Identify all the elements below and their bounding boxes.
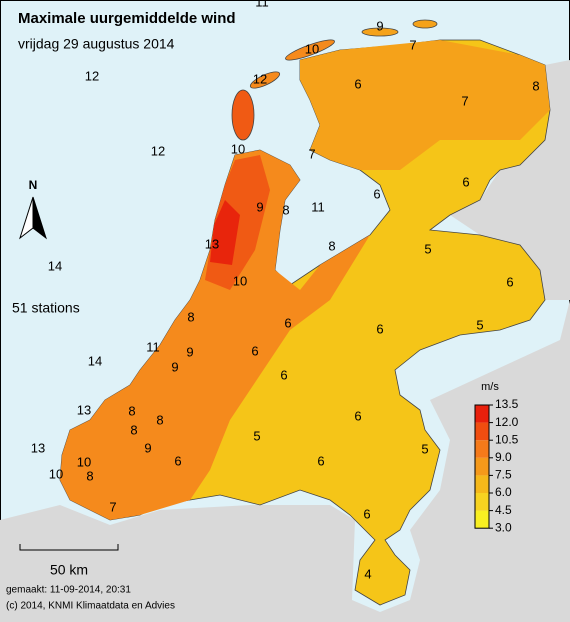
legend-swatch [475, 457, 489, 476]
legend-swatch [475, 510, 489, 529]
station-value: 7 [308, 146, 315, 161]
station-value: 9 [171, 359, 178, 374]
station-value: 9 [256, 199, 263, 214]
station-value: 8 [156, 412, 163, 427]
legend-swatch [475, 422, 489, 441]
footer-created: gemaakt: 11-09-2014, 20:31 [6, 585, 131, 596]
legend-label: 7.5 [495, 468, 512, 482]
north-label: N [29, 178, 38, 192]
island [231, 89, 255, 141]
station-value: 4 [364, 566, 371, 581]
station-value: 13 [31, 440, 45, 455]
station-value: 11 [255, 0, 269, 9]
footer-copyright: (c) 2014, KNMI Klimaatdata en Advies [6, 601, 175, 612]
station-value: 6 [174, 453, 181, 468]
station-value: 8 [328, 238, 335, 253]
wind-zone-peak [210, 200, 240, 265]
germany [450, 60, 570, 300]
title: Maximale uurgemiddelde wind [18, 10, 236, 27]
station-value: 13 [205, 236, 219, 251]
station-value: 6 [363, 506, 370, 521]
station-value: 10 [49, 466, 63, 481]
station-value: 8 [282, 202, 289, 217]
station-value: 8 [128, 403, 135, 418]
station-value: 6 [462, 174, 469, 189]
station-value: 10 [77, 454, 91, 469]
station-value: 6 [373, 186, 380, 201]
legend-label: 13.5 [495, 397, 519, 411]
legend-label: 12.0 [495, 415, 519, 429]
station-value: 8 [86, 468, 93, 483]
station-value: 9 [376, 18, 383, 33]
legend-label: 10.5 [495, 432, 519, 446]
station-value: 10 [233, 273, 247, 288]
station-value: 6 [284, 315, 291, 330]
station-value: 8 [130, 422, 137, 437]
station-value: 9 [186, 344, 193, 359]
station-value: 11 [146, 339, 160, 354]
wind-zone-north [300, 40, 550, 170]
station-value: 6 [354, 76, 361, 91]
station-value: 5 [253, 428, 260, 443]
subtitle: vrijdag 29 augustus 2014 [18, 36, 175, 52]
station-value: 12 [253, 71, 267, 86]
station-value: 5 [476, 317, 483, 332]
legend-unit: m/s [481, 381, 499, 393]
station-value: 11 [311, 199, 325, 214]
station-value: 10 [305, 41, 319, 56]
station-value: 6 [317, 453, 324, 468]
neighbouring-land [0, 300, 570, 622]
station-value: 8 [187, 309, 194, 324]
legend-label: 4.5 [495, 503, 512, 517]
station-value: 7 [409, 37, 416, 52]
scale-bar [19, 544, 119, 551]
station-value: 6 [354, 408, 361, 423]
legend-label: 9.0 [495, 450, 512, 464]
station-value: 14 [48, 258, 62, 273]
station-value: 6 [280, 367, 287, 382]
island [249, 71, 281, 89]
station-value: 7 [461, 93, 468, 108]
legend-frame [474, 404, 490, 529]
station-value: 6 [251, 343, 258, 358]
scale-label: 50 km [50, 562, 88, 578]
station-value: 12 [151, 143, 165, 158]
legend-label: 6.0 [495, 485, 512, 499]
station-value: 9 [144, 440, 151, 455]
station-value: 14 [88, 353, 102, 368]
station-value: 6 [376, 321, 383, 336]
station-value: 6 [506, 274, 513, 289]
island [361, 27, 399, 37]
station-value: 5 [421, 441, 428, 456]
legend: 13.5 12.0 10.5 9.0 7.5 6.0 4.5 3.0 [474, 397, 519, 534]
station-value: 7 [109, 499, 116, 514]
station-value: 12 [85, 68, 99, 83]
station-value: 5 [424, 241, 431, 256]
station-value: 8 [532, 78, 539, 93]
legend-swatch [475, 440, 489, 458]
legend-swatch [475, 475, 489, 493]
station-value: 10 [231, 141, 245, 156]
island [285, 39, 335, 61]
island [412, 19, 438, 29]
wind-zone-coast [60, 150, 370, 520]
legend-swatch [475, 493, 489, 511]
north-arrow [32, 196, 47, 240]
station-count: 51 stations [12, 300, 80, 316]
legend-swatch [475, 405, 489, 423]
station-value: 13 [77, 402, 91, 417]
legend-label: 3.0 [495, 520, 512, 534]
